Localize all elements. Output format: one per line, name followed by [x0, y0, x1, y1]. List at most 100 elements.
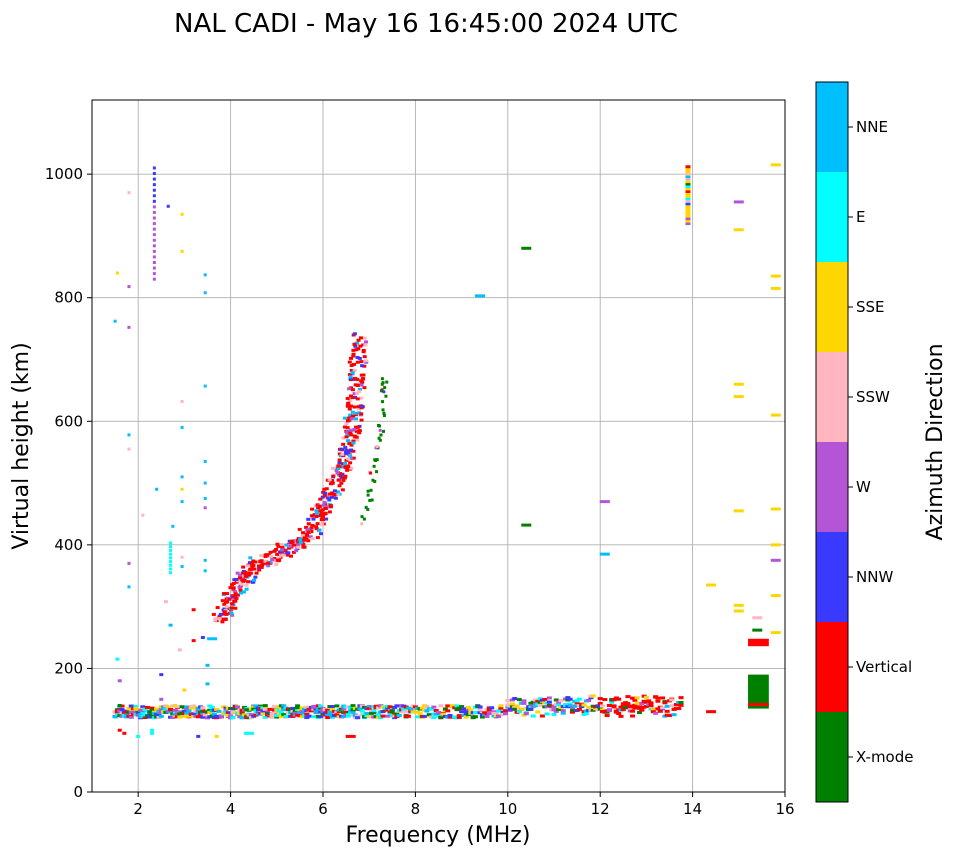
x-mode-echo	[382, 414, 386, 418]
e-layer-echo	[567, 697, 573, 701]
e-layer-echo	[655, 699, 661, 703]
e-layer-echo	[385, 714, 391, 718]
x-mode-echo	[373, 479, 377, 483]
f-layer-echo	[357, 411, 362, 415]
e-layer-echo	[355, 714, 361, 718]
e-layer-echo	[438, 715, 444, 719]
low-freq-echo	[117, 679, 122, 683]
f-layer-echo	[259, 565, 264, 569]
f-layer-echo	[244, 587, 249, 591]
e-layer-echo	[174, 705, 180, 709]
e-layer-echo	[653, 711, 659, 715]
f-layer-echo	[329, 495, 334, 499]
f-layer-echo	[240, 575, 245, 579]
e-layer-echo	[650, 710, 656, 714]
f-layer-echo	[346, 439, 351, 443]
e-layer-echo	[660, 696, 666, 700]
e-layer-echo	[158, 714, 164, 718]
e-layer-echo	[327, 710, 333, 714]
e-layer-echo	[149, 714, 155, 718]
chart-title: NAL CADI - May 16 16:45:00 2024 UTC	[174, 9, 678, 39]
e-layer-echo	[195, 715, 201, 719]
isolated-echo	[770, 631, 781, 635]
e-layer-echo	[168, 710, 174, 714]
low-freq-echo	[196, 734, 201, 738]
e-layer-echo	[415, 715, 421, 719]
x-mode-echo	[385, 380, 389, 384]
e-layer-echo	[539, 714, 545, 718]
f-layer-echo	[353, 411, 358, 415]
column-echo	[152, 255, 156, 259]
e-layer-echo	[424, 709, 430, 713]
e-layer-echo	[168, 707, 174, 711]
f-layer-echo	[361, 343, 366, 347]
isolated-echo	[345, 734, 356, 738]
f-layer-echo	[310, 507, 315, 511]
f-layer-echo	[217, 617, 222, 621]
high-freq-echo	[685, 212, 691, 216]
x-tick-label: 14	[683, 800, 702, 818]
f-layer-echo	[254, 571, 259, 575]
f-layer-echo	[348, 377, 353, 381]
e-layer-echo	[669, 704, 675, 708]
scatter-echo	[127, 285, 131, 289]
e-layer-echo	[341, 707, 347, 711]
e-layer-echo	[429, 707, 435, 711]
e-layer-echo	[502, 709, 508, 713]
e-layer-echo	[401, 710, 407, 714]
f-layer-echo	[357, 356, 362, 360]
e-layer-echo	[394, 704, 400, 708]
f-layer-echo	[351, 439, 356, 443]
e-layer-echo	[128, 704, 134, 708]
low-freq-echo	[191, 639, 196, 643]
f-layer-echo	[348, 457, 353, 461]
isolated-echo	[599, 500, 610, 504]
e-layer-echo	[170, 704, 176, 708]
e-layer-echo	[389, 709, 395, 713]
f-layer-echo	[331, 474, 336, 478]
e-layer-echo	[262, 707, 268, 711]
f-layer-echo	[238, 588, 243, 592]
e-layer-echo	[620, 708, 626, 712]
e-layer-echo	[138, 713, 144, 717]
f-layer-echo	[343, 461, 348, 465]
low-freq-echo	[136, 734, 141, 738]
f-layer-echo	[340, 462, 345, 466]
high-freq-echo	[685, 167, 691, 171]
plot-area: 2 4 6 8 10 12 14 16 0 200 400 600 800 1000	[45, 99, 795, 818]
f-layer-echo	[314, 509, 319, 513]
f-layer-echo	[360, 364, 365, 368]
e-layer-echo	[235, 705, 241, 709]
scatter-echo	[180, 249, 184, 253]
f-layer-echo	[332, 489, 337, 493]
e-layer-echo	[373, 704, 379, 708]
e-layer-echo	[313, 710, 319, 714]
e-layer-echo	[419, 706, 425, 710]
e-layer-echo	[544, 712, 550, 716]
e-layer-echo	[195, 707, 201, 711]
colorbar-tick-label: X-mode	[856, 748, 913, 766]
f-layer-echo	[357, 390, 362, 394]
isolated-echo	[770, 543, 781, 547]
e-layer-echo	[251, 707, 257, 711]
f-layer-echo	[218, 612, 223, 616]
f-layer-echo	[359, 405, 364, 409]
e-layer-echo	[678, 696, 684, 700]
e-layer-echo	[660, 706, 666, 710]
vertical-block	[748, 638, 769, 647]
y-tick-label: 200	[54, 659, 83, 677]
e-layer-echo	[318, 704, 324, 708]
e-layer-echo	[456, 715, 462, 719]
f-layer-echo	[349, 368, 354, 372]
f-layer-echo	[227, 597, 232, 601]
e-layer-echo	[262, 715, 268, 719]
e-layer-echo	[496, 714, 502, 718]
colorbar-tick-label: NNW	[856, 568, 893, 586]
f-layer-echo	[252, 578, 257, 582]
e-layer-echo	[260, 709, 266, 713]
f-layer-echo	[361, 350, 366, 354]
e-layer-echo	[350, 710, 356, 714]
f-layer-echo	[220, 620, 225, 624]
f-layer-echo	[336, 464, 341, 468]
f-layer-echo	[363, 343, 368, 347]
